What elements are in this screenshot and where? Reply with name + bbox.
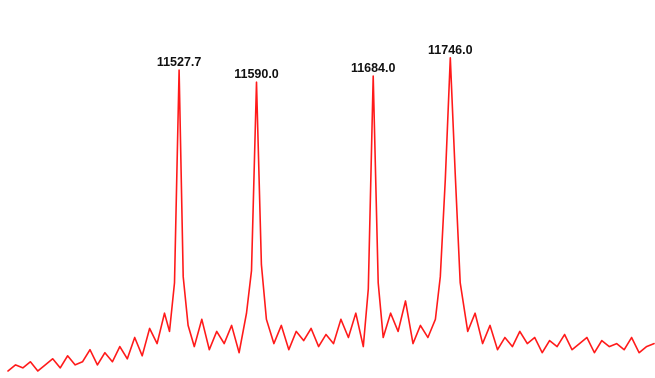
peak-label: 11590.0 bbox=[234, 67, 279, 81]
peak-label: 11527.7 bbox=[157, 55, 202, 69]
peak-label: 11684.0 bbox=[351, 61, 396, 75]
peak-labels: 11527.7 11590.0 11684.0 11746.0 bbox=[157, 43, 473, 81]
peak-label: 11746.0 bbox=[428, 43, 473, 57]
spectrum-series-line bbox=[7, 57, 655, 372]
